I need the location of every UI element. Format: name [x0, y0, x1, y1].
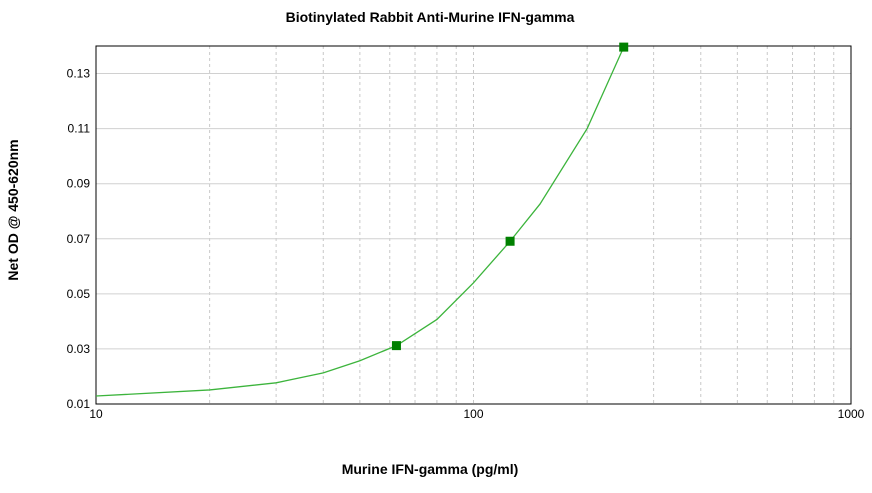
- y-tick-label: 0.13: [67, 67, 91, 81]
- y-axis-label: Net OD @ 450-620nm: [5, 139, 21, 280]
- plot-frame: [95, 45, 852, 405]
- x-tick-label: 100: [463, 407, 483, 421]
- point: [391, 341, 401, 351]
- y-tick-label: 0.05: [67, 287, 91, 301]
- x-axis-label: Murine IFN-gamma (pg/ml): [342, 461, 519, 477]
- chart-title: Biotinylated Rabbit Anti-Murine IFN-gamm…: [286, 9, 575, 25]
- y-tick-label: 0.03: [67, 342, 91, 356]
- fit-curve: [95, 46, 625, 397]
- y-tick-label: 0.11: [68, 122, 91, 136]
- x-tick-label: 1000: [838, 407, 865, 421]
- y-tick-label: 0.01: [67, 397, 91, 411]
- y-tick-label: 0.09: [67, 177, 91, 191]
- point: [619, 42, 629, 52]
- point: [505, 236, 515, 246]
- x-tick-label: 10: [89, 407, 103, 421]
- y-tick-label: 0.07: [67, 232, 91, 246]
